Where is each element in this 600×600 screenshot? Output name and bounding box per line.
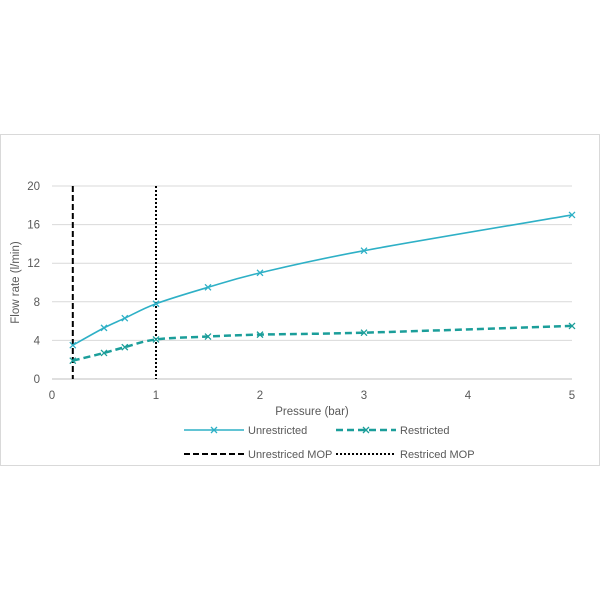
- y-tick-label: 12: [27, 258, 40, 270]
- data-point: [256, 331, 264, 339]
- x-tick-label: 1: [153, 390, 159, 402]
- x-tick-label: 5: [569, 390, 575, 402]
- data-point: [152, 335, 160, 343]
- x-tick-label: 0: [49, 390, 55, 402]
- y-axis-title: Flow rate (l/min): [10, 241, 22, 324]
- grid-lines: [52, 185, 572, 380]
- series-unrestricted: [69, 211, 576, 349]
- reference-lines: [71, 186, 157, 379]
- data-point: [121, 314, 129, 322]
- data-point: [121, 343, 129, 351]
- legend-marker: [362, 426, 370, 434]
- y-tick-label: 8: [34, 297, 40, 309]
- y-tick-label: 4: [34, 335, 41, 347]
- x-tick-label: 3: [361, 390, 367, 402]
- data-series: [69, 211, 576, 365]
- series-line: [72, 214, 573, 346]
- x-tick-label: 2: [257, 390, 263, 402]
- data-point: [204, 283, 212, 291]
- data-point: [568, 211, 576, 219]
- data-point: [69, 357, 77, 365]
- x-axis-title: Pressure (bar): [275, 406, 349, 418]
- legend-label: Unrestriced MOP: [248, 449, 332, 461]
- legend: Unrestricted Restricted Unrestriced MOP Res…: [184, 425, 475, 461]
- y-tick-label: 0: [34, 374, 40, 386]
- series-line: [72, 324, 573, 362]
- legend-label: Unrestricted: [248, 425, 307, 437]
- data-point: [100, 324, 108, 332]
- legend-marker: [210, 426, 218, 434]
- y-tick-label: 20: [27, 181, 40, 193]
- y-tick-label: 16: [27, 220, 40, 232]
- data-point: [256, 269, 264, 277]
- legend-item: Unrestriced MOP: [184, 449, 332, 461]
- data-point: [204, 333, 212, 340]
- chart-frame: 0 4 8 12 16 20 0 1 2 3 4 5 Pressure (bar) Flow rate…: [0, 134, 600, 466]
- data-point: [152, 300, 160, 308]
- data-point: [360, 329, 368, 337]
- series-restricted: [69, 322, 576, 365]
- x-tick-label: 4: [465, 390, 472, 402]
- legend-item: Restriced MOP: [336, 449, 475, 461]
- data-point: [100, 349, 108, 357]
- data-point: [568, 322, 576, 330]
- legend-label: Restriced MOP: [400, 449, 475, 461]
- legend-item: Unrestricted: [184, 425, 307, 437]
- data-point: [360, 247, 368, 255]
- legend-label: Restricted: [400, 425, 450, 437]
- data-point: [69, 341, 77, 349]
- legend-item: Restricted: [336, 425, 450, 437]
